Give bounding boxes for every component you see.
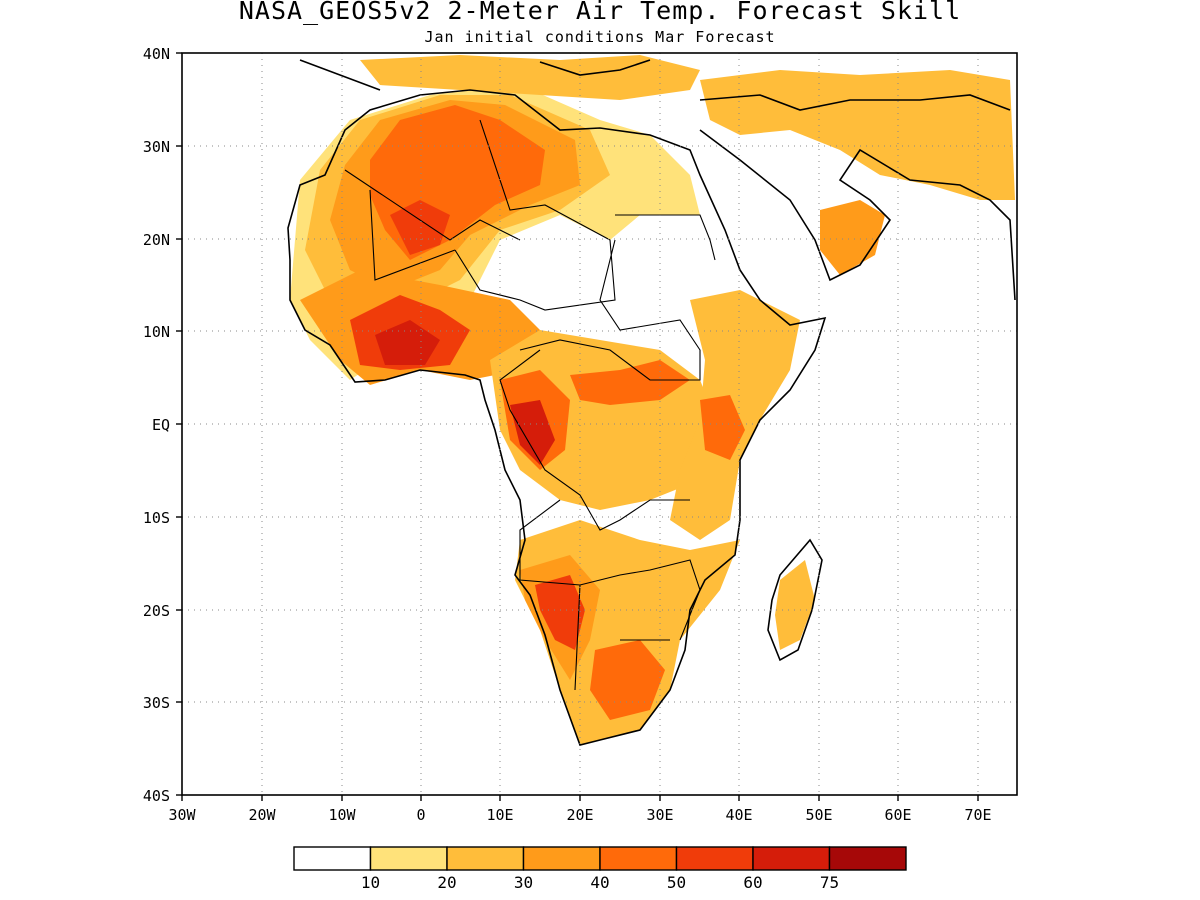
- skill-region: [700, 70, 1015, 200]
- country-borders: [344, 119, 716, 691]
- lon-tick-label: 10W: [328, 806, 356, 824]
- colorbar-swatch: [293, 846, 372, 871]
- colorbar-swatch: [446, 846, 525, 871]
- skill-region: [375, 320, 440, 365]
- lat-tick-label: 40S: [143, 787, 170, 805]
- colorbar-label: 75: [820, 873, 839, 892]
- lon-tick-label: 30E: [646, 806, 673, 824]
- colorbar-swatch: [522, 846, 601, 871]
- colorbar: 10 20 30 40 50 60 75: [293, 846, 907, 892]
- skill-region: [820, 200, 885, 275]
- lat-tick-label: 20N: [143, 231, 170, 249]
- lon-tick-label: 30W: [168, 806, 196, 824]
- lon-tick-label: 10E: [486, 806, 513, 824]
- colorbar-label: 10: [361, 873, 380, 892]
- lon-tick-label: 0: [416, 806, 425, 824]
- tick-marks: [176, 52, 979, 801]
- lat-tick-label: 20S: [143, 602, 170, 620]
- lat-tick-label: 30S: [143, 694, 170, 712]
- colorbar-label: 20: [437, 873, 456, 892]
- mediterranean-north-coast: [299, 59, 1011, 111]
- colorbar-label: 60: [743, 873, 762, 892]
- skill-region: [390, 200, 450, 255]
- skill-region: [775, 560, 815, 650]
- map-title: NASA_GEOS5v2 2-Meter Air Temp. Forecast …: [238, 0, 962, 25]
- skill-region: [510, 400, 555, 465]
- colorbar-label: 40: [590, 873, 609, 892]
- lat-tick-label: 30N: [143, 138, 170, 156]
- lat-tick-label: 10S: [143, 509, 170, 527]
- map-subtitle: Jan initial conditions Mar Forecast: [424, 28, 776, 46]
- lat-labels: 40N 30N 20N 10N EQ 10S 20S 30S 40S: [143, 45, 170, 805]
- colorbar-label: 30: [514, 873, 533, 892]
- colorbar-swatch: [828, 846, 907, 871]
- coastlines: [287, 59, 1016, 746]
- lon-tick-label: 70E: [964, 806, 991, 824]
- lat-tick-label: EQ: [152, 416, 170, 434]
- colorbar-swatch: [369, 846, 448, 871]
- colorbar-label: 50: [667, 873, 686, 892]
- skill-region: [590, 640, 665, 720]
- lon-tick-label: 60E: [884, 806, 911, 824]
- lon-tick-label: 50E: [805, 806, 832, 824]
- lat-tick-label: 10N: [143, 323, 170, 341]
- graticule: [182, 53, 1017, 795]
- colorbar-swatch: [752, 846, 831, 871]
- skill-region: [700, 395, 745, 460]
- skill-region: [535, 575, 585, 650]
- lon-tick-label: 20E: [566, 806, 593, 824]
- lon-tick-label: 40E: [725, 806, 752, 824]
- colorbar-swatch: [599, 846, 678, 871]
- lon-labels: 30W 20W 10W 0 10E 20E 30E 40E 50E 60E 70…: [168, 806, 991, 824]
- skill-shading: [290, 55, 1015, 745]
- skill-region: [360, 55, 700, 100]
- colorbar-swatch: [675, 846, 754, 871]
- arabia-coastline: [699, 129, 1016, 301]
- lat-tick-label: 40N: [143, 45, 170, 63]
- lon-tick-label: 20W: [248, 806, 276, 824]
